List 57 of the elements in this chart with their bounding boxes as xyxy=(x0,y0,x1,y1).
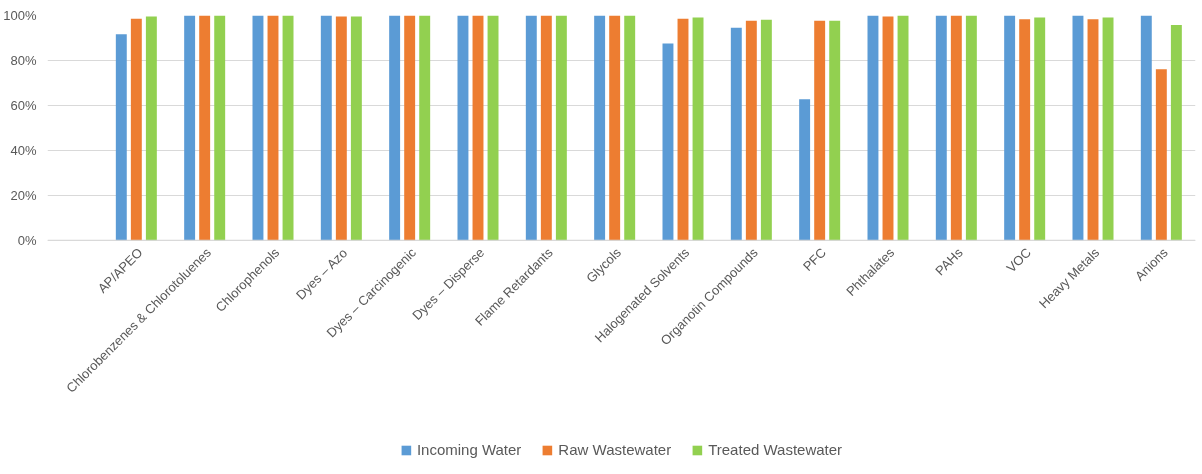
bar xyxy=(1004,15,1016,241)
bar xyxy=(419,15,431,241)
bar xyxy=(199,15,211,241)
bar xyxy=(609,15,621,241)
bar xyxy=(1170,24,1182,241)
bar xyxy=(267,15,279,241)
bar xyxy=(335,16,347,241)
y-tick-label: 60% xyxy=(10,97,37,113)
y-tick-label: 100% xyxy=(3,8,37,23)
y-tick-label: 0% xyxy=(17,232,37,248)
bar xyxy=(1155,69,1167,241)
legend-label: Raw Wastewater xyxy=(558,441,672,458)
bar xyxy=(867,15,879,241)
bar xyxy=(555,15,567,241)
bar xyxy=(745,20,757,241)
bar xyxy=(1019,19,1031,241)
bar xyxy=(525,15,537,241)
bar xyxy=(935,15,947,241)
bar xyxy=(115,34,127,241)
bar xyxy=(677,18,689,241)
bar xyxy=(389,15,401,241)
bar xyxy=(1102,17,1114,241)
y-tick-label: 20% xyxy=(10,187,37,203)
bar xyxy=(320,15,332,241)
bar xyxy=(799,99,811,241)
bar xyxy=(350,16,362,241)
bar xyxy=(1072,15,1084,241)
bar xyxy=(662,43,674,241)
bar xyxy=(145,16,157,241)
bar xyxy=(130,18,142,241)
bar xyxy=(252,15,264,241)
bar xyxy=(760,19,772,241)
legend-label: Treated Wastewater xyxy=(708,441,843,458)
bar xyxy=(897,15,909,241)
bar xyxy=(594,15,606,241)
legend-label: Incoming Water xyxy=(416,441,522,458)
bar xyxy=(404,15,416,241)
bar xyxy=(1087,19,1099,241)
bar xyxy=(624,15,636,241)
bar xyxy=(457,15,469,241)
y-tick-label: 80% xyxy=(10,52,37,68)
bar xyxy=(184,15,196,241)
bar xyxy=(472,15,484,241)
bar xyxy=(965,15,977,241)
bar xyxy=(829,20,841,241)
bar xyxy=(882,16,894,241)
bar xyxy=(950,15,962,241)
bar xyxy=(730,27,742,241)
y-tick-label: 40% xyxy=(10,142,37,158)
bar xyxy=(814,20,826,241)
bar xyxy=(1034,17,1046,241)
bar xyxy=(540,15,552,241)
bar xyxy=(1140,15,1152,241)
bar xyxy=(692,17,704,241)
bar xyxy=(282,15,294,241)
bar xyxy=(214,15,226,241)
bar xyxy=(487,15,499,241)
